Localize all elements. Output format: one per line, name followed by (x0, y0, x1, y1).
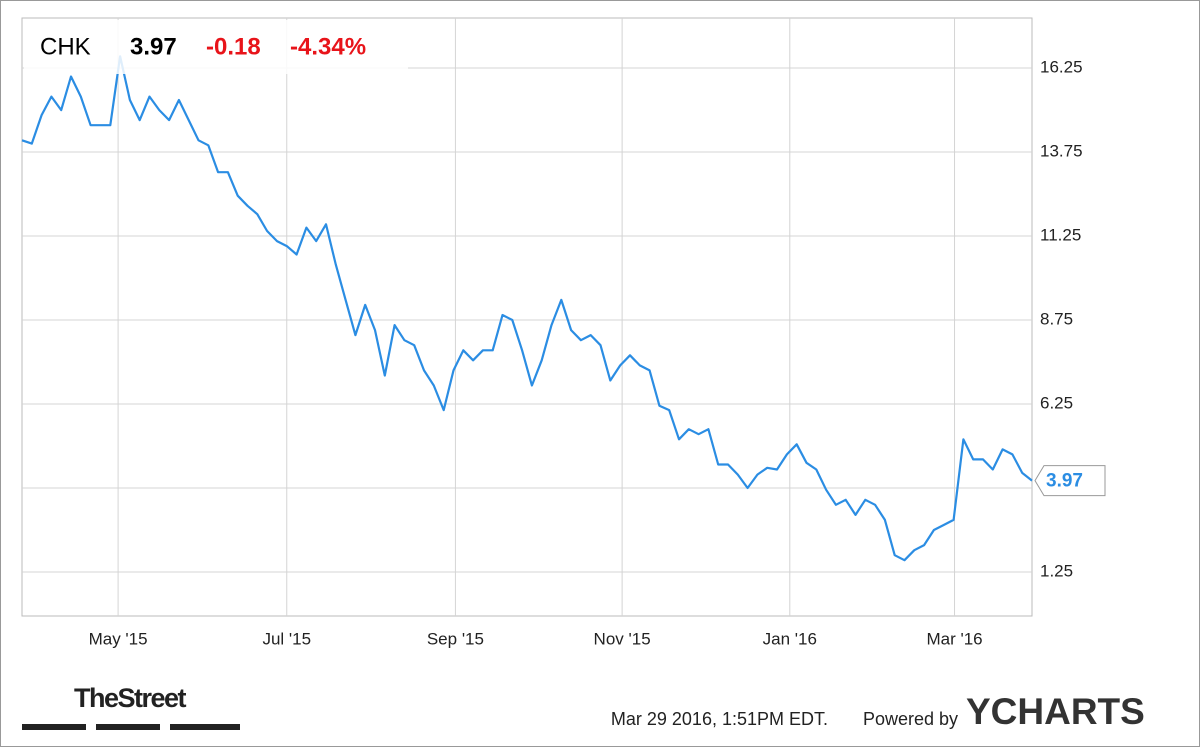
y-tick-label: 8.75 (1040, 310, 1073, 329)
change: -0.18 (206, 33, 261, 60)
price-line (21, 55, 1033, 562)
logo-bar (96, 724, 160, 730)
price: 3.97 (130, 33, 177, 60)
last-value-label: 3.97 (1046, 471, 1083, 492)
y-tick-label: 16.25 (1040, 58, 1083, 77)
y-tick-label: 11.25 (1040, 226, 1081, 245)
grid (22, 18, 1032, 616)
plot-area (21, 17, 1033, 617)
x-tick-label: Nov '15 (594, 629, 651, 648)
x-tick-label: Sep '15 (427, 629, 484, 648)
logo-bar (22, 724, 86, 730)
y-tick-label: 6.25 (1040, 393, 1073, 412)
marks (21, 55, 1033, 562)
x-tick-label: Jul '15 (262, 629, 311, 648)
change-pct: -4.34% (290, 33, 366, 60)
brand-logo: YCHARTS (966, 691, 1145, 732)
x-tick-label: Jan '16 (763, 629, 817, 648)
powered-by: Powered by (863, 709, 958, 729)
symbol: CHK (40, 33, 91, 60)
logo-bar (170, 724, 240, 730)
quote-box (24, 20, 408, 74)
x-tick-label: May '15 (89, 629, 148, 648)
source-logo: TheStreet (74, 683, 187, 713)
timestamp: Mar 29 2016, 1:51PM EDT. (611, 709, 828, 729)
x-tick-label: Mar '16 (926, 629, 982, 648)
y-tick-label: 1.25 (1040, 561, 1073, 580)
last-value-box (1034, 465, 1106, 497)
y-tick-label: 13.75 (1040, 142, 1083, 161)
